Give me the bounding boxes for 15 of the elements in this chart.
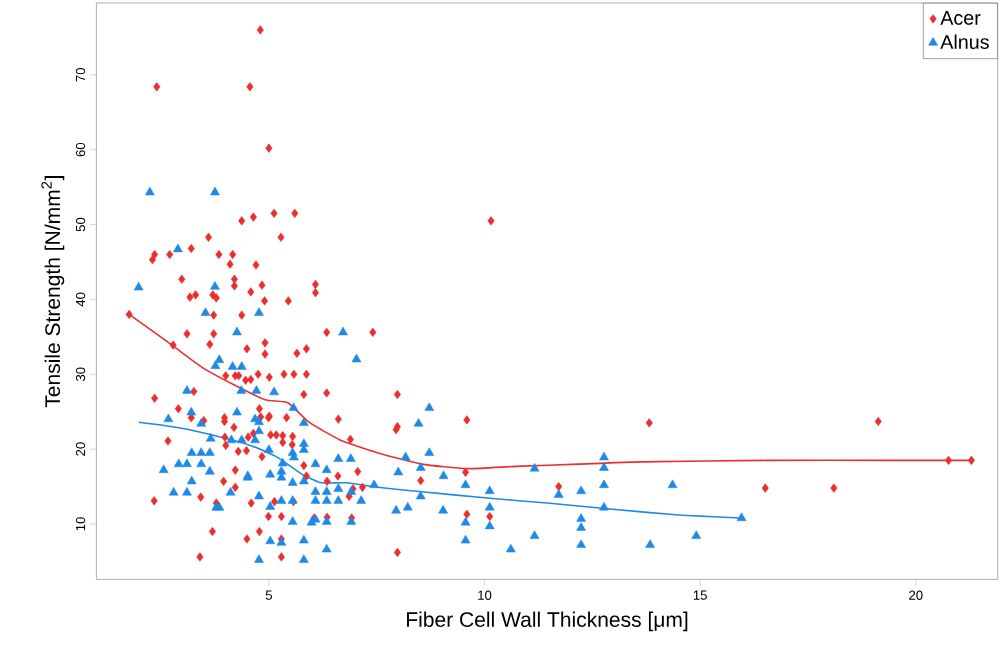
x-tick-label: 5 [265,590,272,600]
x-tick-label: 10 [478,590,492,600]
y-tick-label: 30 [75,367,86,381]
legend-label: Alnus [940,34,989,49]
y-tick-label: 50 [75,217,86,232]
x-axis-title: Fiber Cell Wall Thickness [μm] [407,611,688,632]
y-tick-label: 40 [75,292,86,307]
y-tick-label: 70 [75,67,86,82]
y-tick-label: 20 [75,442,86,456]
x-tick-label: 20 [909,590,923,600]
y-tick-label: 10 [75,517,86,531]
y-tick-label: 60 [75,142,86,157]
legend-label: Acer [940,10,981,25]
y-axis-title: Tensile Strength [N/mm$^{2}$] [41,175,65,408]
x-tick-label: 15 [693,590,707,600]
